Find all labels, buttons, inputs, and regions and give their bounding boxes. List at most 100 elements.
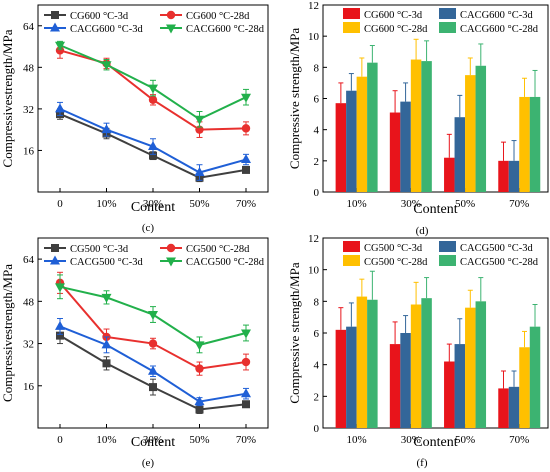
y-tick-label: 2	[314, 156, 320, 168]
data-point	[149, 151, 157, 160]
bar	[400, 333, 411, 428]
bar	[465, 307, 476, 428]
bar	[335, 329, 347, 428]
bar	[410, 59, 422, 192]
bar	[529, 96, 541, 192]
y-tick-label: 12	[308, 0, 319, 12]
legend-label: CG600 °C-3d	[364, 10, 423, 21]
legend-label: CG500 °C-3d	[364, 243, 423, 254]
bar	[498, 388, 509, 428]
data-point	[148, 95, 158, 104]
data-point	[148, 365, 158, 375]
data-point	[241, 357, 251, 367]
y-tick-label: 8	[314, 62, 320, 74]
series-3	[55, 40, 251, 128]
series-line	[59, 282, 247, 370]
data-point	[241, 388, 251, 398]
y-tick-label: 0	[314, 423, 320, 435]
data-point	[148, 141, 158, 151]
y-tick-label: 64	[23, 254, 35, 266]
x-tick-label: 50%	[455, 198, 475, 210]
legend-label: CACG600 °C-3d	[70, 24, 143, 35]
bar	[508, 386, 520, 428]
legend: CG500 °C-3d CACG500 °C-3d CG500 °C-28d CACG…	[343, 241, 539, 268]
data-point	[241, 329, 251, 339]
legend-swatch	[439, 22, 456, 33]
y-tick-label: 6	[314, 94, 320, 106]
legend-marker	[166, 24, 176, 34]
bar	[421, 298, 432, 428]
bar	[519, 347, 530, 428]
legend-swatch	[343, 8, 360, 19]
y-tick-label: 48	[23, 296, 35, 308]
series-2	[55, 101, 251, 181]
bar	[410, 304, 422, 428]
data-point	[148, 311, 158, 321]
x-tick-label: 30%	[143, 434, 163, 446]
y-axis-label: Compressive strength/MPa	[287, 28, 302, 169]
x-tick-label: 30%	[401, 434, 421, 446]
data-point	[55, 41, 65, 51]
x-tick-label: 70%	[236, 434, 256, 446]
panel-label: (f)	[417, 457, 428, 469]
data-point	[148, 84, 158, 94]
x-tick-label: 10%	[96, 198, 116, 210]
data-point	[241, 154, 251, 164]
y-tick-label: 4	[314, 360, 320, 372]
x-tick-label: 0	[57, 434, 63, 446]
series-1	[55, 271, 251, 376]
bar	[356, 296, 368, 428]
bar	[356, 76, 368, 192]
x-axis-label: Content	[413, 435, 457, 450]
x-tick-label: 10%	[347, 198, 367, 210]
x-tick-label: 70%	[509, 198, 529, 210]
legend-swatch	[343, 22, 360, 33]
y-axis-label: Compressivestrength/MPa	[0, 29, 15, 167]
bar	[475, 65, 487, 192]
legend-swatch	[439, 8, 456, 19]
y-tick-label: 10	[308, 31, 320, 43]
legend-label: CG600 °C-28d	[364, 24, 428, 35]
y-tick-label: 6	[314, 328, 320, 340]
bar	[421, 61, 432, 192]
legend-label: CG500 °C-28d	[186, 244, 250, 255]
legend-marker	[166, 243, 176, 253]
bar	[444, 157, 455, 192]
bar	[465, 75, 476, 192]
bar	[367, 62, 378, 193]
legend-swatch	[343, 255, 360, 266]
y-tick-label: 16	[23, 381, 35, 393]
x-tick-label: 50%	[189, 434, 209, 446]
y-tick-label: 8	[314, 296, 320, 308]
x-tick-label: 10%	[96, 434, 116, 446]
data-point	[101, 124, 112, 134]
x-tick-label: 30%	[401, 198, 421, 210]
data-point	[55, 283, 65, 293]
y-tick-label: 12	[308, 233, 319, 245]
legend-marker	[51, 11, 59, 19]
y-tick-label: 4	[314, 125, 320, 137]
data-point	[148, 339, 158, 348]
x-tick-label: 70%	[236, 198, 256, 210]
data-point	[55, 320, 65, 330]
legend-label: CG500 °C-28d	[364, 257, 428, 268]
bar	[519, 96, 530, 192]
bar	[475, 301, 487, 428]
bar	[454, 117, 466, 192]
x-tick-label: 50%	[455, 434, 475, 446]
series-2	[55, 317, 251, 407]
data-point	[102, 359, 111, 368]
y-tick-label: 32	[23, 339, 34, 351]
legend-swatch	[439, 241, 456, 252]
data-point	[241, 124, 251, 133]
chart-e: 16 32 48 64 Content Compressivestrength/MPa (e…	[0, 237, 269, 469]
bar	[389, 112, 401, 192]
bar	[498, 160, 509, 192]
legend-label: CACG600 °C-28d	[186, 24, 265, 35]
legend-label: CACG600 °C-28d	[460, 24, 539, 35]
bar	[508, 160, 520, 192]
y-tick-label: 16	[23, 145, 35, 157]
x-tick-label: 50%	[189, 198, 209, 210]
y-tick-label: 32	[23, 104, 34, 116]
